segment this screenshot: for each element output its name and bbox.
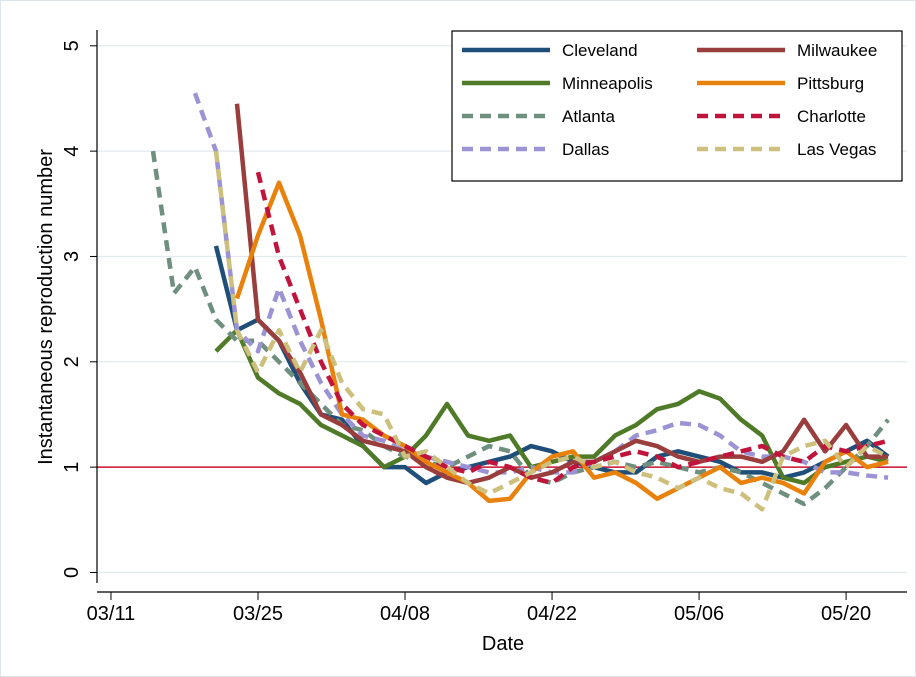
x-tick-label: 05/20 [821, 603, 871, 625]
y-tick-label: 3 [61, 251, 83, 262]
legend: Cleveland Minneapolis Atlanta Dallas Milwauk… [451, 30, 903, 182]
x-tick-label: 03/25 [233, 603, 283, 625]
y-tick-label: 1 [61, 462, 83, 473]
y-axis-title: Instantaneous reproduction number [35, 149, 57, 465]
x-axis-title: Date [482, 633, 524, 655]
legend-label: Milwaukee [797, 41, 877, 60]
legend-label: Minneapolis [562, 74, 653, 93]
x-tick-label: 05/06 [674, 603, 724, 625]
legend-label: Cleveland [562, 41, 638, 60]
y-tick-label: 0 [61, 567, 83, 578]
series-line [234, 180, 889, 504]
legend-label: Dallas [562, 140, 609, 159]
legend-label: Pittsburg [797, 74, 864, 93]
y-tick-label: 4 [61, 146, 83, 157]
legend-label: Las Vegas [797, 140, 876, 159]
series-line [192, 92, 889, 480]
legend-label: Atlanta [562, 107, 615, 126]
plot-area [97, 92, 907, 512]
series-line [150, 150, 890, 507]
x-tick-label: 04/08 [380, 603, 430, 625]
series-line [213, 150, 890, 512]
y-tick-label: 5 [61, 40, 83, 51]
legend-box [451, 30, 903, 182]
legend-label: Charlotte [797, 107, 866, 126]
x-tick-label: 04/22 [527, 603, 577, 625]
series-line [214, 327, 889, 486]
series-line [255, 171, 889, 486]
y-tick-label: 2 [61, 356, 83, 367]
x-tick-label: 03/11 [87, 603, 136, 625]
